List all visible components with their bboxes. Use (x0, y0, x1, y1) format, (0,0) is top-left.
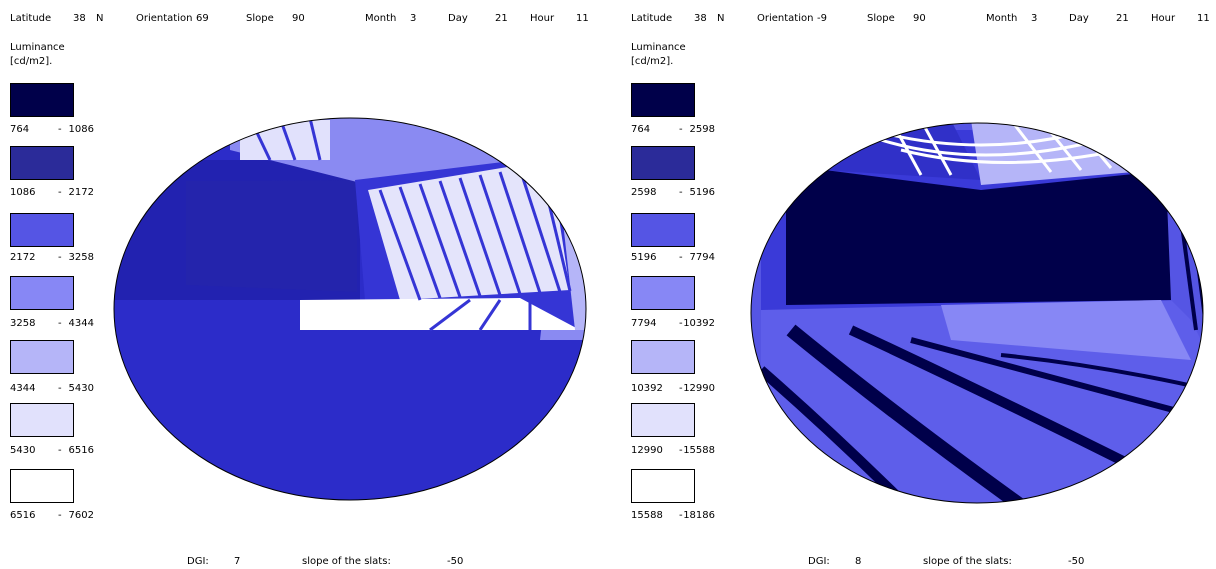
legend-title: Luminance (631, 42, 686, 53)
legend-swatch (631, 83, 695, 117)
dgi-label: DGI: (187, 556, 209, 567)
latitude-label: Latitude (631, 13, 673, 24)
latitude-value: 38 (694, 13, 707, 24)
day-value: 21 (1116, 13, 1129, 24)
hour-value: 11 (1197, 13, 1210, 24)
legend-title: Luminance (10, 42, 65, 53)
month-label: Month (986, 13, 1018, 24)
month-label: Month (365, 13, 397, 24)
hour-label: Hour (530, 13, 555, 24)
legend-swatch (10, 403, 74, 437)
legend-swatch (631, 213, 695, 247)
slope-label: Slope (246, 13, 274, 24)
slope-value: 90 (913, 13, 926, 24)
legend-swatch (10, 276, 74, 310)
legend-swatch (10, 83, 74, 117)
luminance-panel-left: Latitude 38 N Orientation 69 Slope 90 Mo… (10, 13, 589, 567)
month-value: 3 (1031, 13, 1038, 24)
hemisphere-value: N (717, 13, 725, 24)
slope-label: Slope (867, 13, 895, 24)
legend-unit: [cd/m2]. (631, 56, 674, 67)
legend-swatch (631, 276, 695, 310)
latitude-label: Latitude (10, 13, 52, 24)
day-label: Day (448, 13, 468, 24)
latitude-value: 38 (73, 13, 86, 24)
legend-swatch (10, 213, 74, 247)
legend-swatch (10, 469, 74, 503)
orientation-value: -9 (817, 13, 827, 24)
hour-value: 11 (576, 13, 589, 24)
fisheye-luminance-map (113, 117, 587, 501)
month-value: 3 (410, 13, 417, 24)
luminance-panel-right: Latitude 38 N Orientation -9 Slope 90 Mo… (621, 0, 1216, 569)
hour-label: Hour (1151, 13, 1176, 24)
legend-swatch (10, 340, 74, 374)
dgi-label: DGI: (808, 556, 830, 567)
legend-swatch (631, 146, 695, 180)
hemisphere-value: N (96, 13, 104, 24)
legend-unit: [cd/m2]. (10, 56, 53, 67)
orientation-label: Orientation (136, 13, 193, 24)
slats-label: slope of the slats: (302, 556, 391, 567)
fisheye-luminance-map (750, 122, 1204, 504)
slope-value: 90 (292, 13, 305, 24)
dgi-value: 7 (234, 556, 241, 567)
slats-value: -50 (1068, 556, 1085, 567)
legend-swatch (631, 340, 695, 374)
legend-swatch (631, 403, 695, 437)
slats-label: slope of the slats: (923, 556, 1012, 567)
day-label: Day (1069, 13, 1089, 24)
legend-swatch (10, 146, 74, 180)
day-value: 21 (495, 13, 508, 24)
orientation-value: 69 (196, 13, 209, 24)
slats-value: -50 (447, 556, 464, 567)
dgi-value: 8 (855, 556, 862, 567)
orientation-label: Orientation (757, 13, 814, 24)
legend-swatch (631, 469, 695, 503)
